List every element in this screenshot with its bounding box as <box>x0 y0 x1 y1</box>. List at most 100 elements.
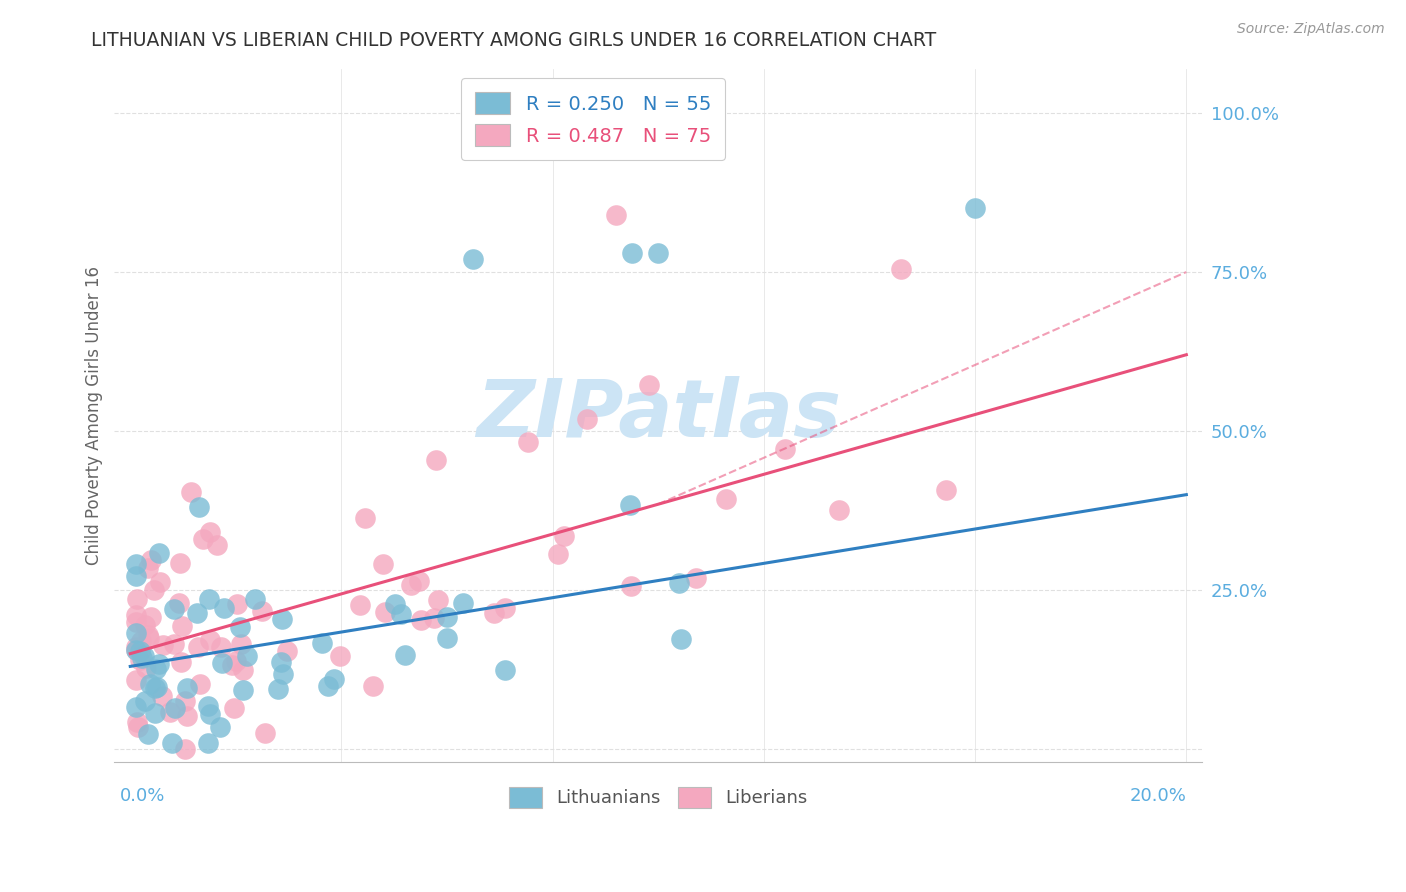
Point <box>124 615 146 629</box>
Point <box>271 667 294 681</box>
Point <box>212 601 235 615</box>
Point <box>399 577 422 591</box>
Point <box>125 626 148 640</box>
Point <box>127 721 149 735</box>
Point <box>494 664 516 678</box>
Point <box>250 604 273 618</box>
Point <box>124 640 146 654</box>
Point <box>270 655 292 669</box>
Point <box>267 682 290 697</box>
Point <box>209 640 232 654</box>
Point <box>134 694 156 708</box>
Point <box>225 654 247 668</box>
Point <box>965 202 987 216</box>
Text: 0.0%: 0.0% <box>120 788 165 805</box>
Text: ZIPatlas: ZIPatlas <box>475 376 841 454</box>
Point <box>647 246 669 260</box>
Point <box>575 412 598 426</box>
Point <box>638 377 661 392</box>
Point <box>124 568 146 582</box>
Point <box>188 677 211 691</box>
Point <box>167 596 190 610</box>
Point <box>125 699 148 714</box>
Point <box>142 582 165 597</box>
Point <box>517 435 540 450</box>
Point <box>271 612 294 626</box>
Point <box>173 742 195 756</box>
Point <box>254 726 277 740</box>
Point <box>427 593 450 607</box>
Point <box>619 498 641 512</box>
Point <box>148 657 170 672</box>
Point <box>198 592 221 607</box>
Point <box>451 597 474 611</box>
Point <box>482 607 505 621</box>
Point <box>221 657 243 672</box>
Point <box>131 651 153 665</box>
Point <box>124 673 146 687</box>
Point <box>136 628 159 642</box>
Point <box>188 500 211 514</box>
Point <box>235 648 257 663</box>
Point <box>208 720 231 734</box>
Point <box>186 606 208 620</box>
Point <box>205 538 228 552</box>
Point <box>322 672 344 686</box>
Point <box>148 546 170 560</box>
Point <box>198 525 221 540</box>
Point <box>136 561 159 575</box>
Point <box>145 680 167 694</box>
Point <box>134 661 156 675</box>
Point <box>499 119 522 133</box>
Point <box>349 598 371 612</box>
Point <box>143 681 166 695</box>
Point <box>149 574 172 589</box>
Point <box>226 597 249 611</box>
Point <box>619 579 641 593</box>
Point <box>423 611 446 625</box>
Point <box>198 633 221 648</box>
Point <box>139 610 162 624</box>
Point <box>169 556 191 570</box>
Point <box>775 442 797 456</box>
Text: 20.0%: 20.0% <box>1129 788 1187 805</box>
Point <box>197 699 219 714</box>
Point <box>197 736 219 750</box>
Point <box>394 648 416 662</box>
Point <box>409 613 432 627</box>
Point <box>231 637 253 651</box>
Legend: Lithuanians, Liberians: Lithuanians, Liberians <box>502 780 815 815</box>
Point <box>232 663 254 677</box>
Y-axis label: Child Poverty Among Girls Under 16: Child Poverty Among Girls Under 16 <box>86 266 103 565</box>
Point <box>129 653 152 667</box>
Point <box>361 679 384 693</box>
Point <box>935 483 957 497</box>
Point <box>187 640 209 655</box>
Point <box>547 547 569 561</box>
Point <box>163 602 186 616</box>
Point <box>211 656 233 670</box>
Point <box>127 592 149 607</box>
Point <box>141 553 163 567</box>
Point <box>159 705 181 719</box>
Point <box>143 706 166 720</box>
Point <box>329 649 352 664</box>
Point <box>145 662 167 676</box>
Point <box>408 574 430 589</box>
Point <box>671 632 693 646</box>
Point <box>374 605 396 619</box>
Point <box>129 644 152 658</box>
Point <box>125 643 148 657</box>
Point <box>124 557 146 571</box>
Point <box>200 706 222 721</box>
Point <box>389 607 412 622</box>
Point <box>165 701 187 715</box>
Point <box>191 532 214 546</box>
Point <box>138 631 160 645</box>
Point <box>170 655 193 669</box>
Point <box>425 452 447 467</box>
Point <box>436 610 458 624</box>
Point <box>685 570 707 584</box>
Point <box>152 638 174 652</box>
Point <box>553 529 575 543</box>
